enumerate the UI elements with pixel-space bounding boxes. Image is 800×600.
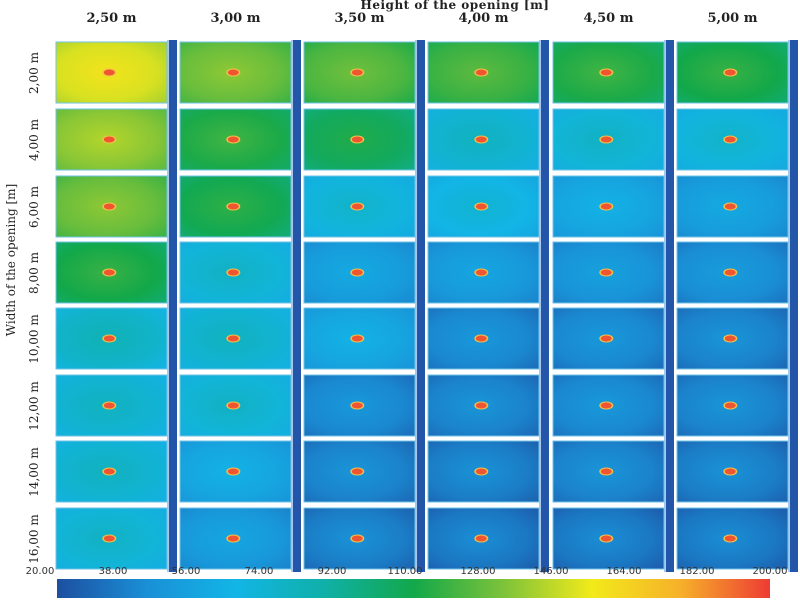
hotspot bbox=[103, 535, 115, 542]
hotspot bbox=[351, 535, 363, 542]
hotspot bbox=[475, 203, 487, 210]
hotspot bbox=[351, 402, 363, 409]
hotspot bbox=[600, 335, 612, 342]
colorbar-gradient bbox=[57, 579, 770, 598]
hotspot bbox=[103, 335, 115, 342]
hotspot bbox=[724, 69, 736, 76]
hotspot bbox=[103, 269, 115, 276]
hotspot bbox=[351, 203, 363, 210]
colorbar-tick-label: 92.00 bbox=[317, 566, 347, 577]
wall-edge bbox=[539, 40, 541, 572]
column-label: 3,00 m bbox=[210, 11, 261, 26]
colorbar bbox=[57, 579, 770, 598]
wall-edge bbox=[788, 40, 790, 572]
hotspot bbox=[724, 269, 736, 276]
column-label: 2,50 m bbox=[86, 11, 137, 26]
hotspot bbox=[227, 136, 239, 143]
colorbar-tick-label: 110.00 bbox=[387, 566, 423, 577]
hotspot bbox=[227, 203, 239, 210]
colorbar-tick-label: 182.00 bbox=[679, 566, 715, 577]
hotspot bbox=[600, 535, 612, 542]
hotspot bbox=[227, 269, 239, 276]
heatmap-cell bbox=[552, 175, 665, 238]
wall-bar bbox=[541, 40, 549, 572]
colorbar-tick-label: 38.00 bbox=[98, 566, 128, 577]
colorbar-tick-label: 200.00 bbox=[752, 566, 788, 577]
colorbar-tick-label: 164.00 bbox=[606, 566, 642, 577]
colorbar-tick-label: 56.00 bbox=[171, 566, 201, 577]
heatmap-grid bbox=[55, 40, 798, 572]
hotspot bbox=[600, 136, 612, 143]
hotspot bbox=[600, 69, 612, 76]
colorbar-tick-label: 146.00 bbox=[533, 566, 569, 577]
hotspot bbox=[600, 269, 612, 276]
wall-edge bbox=[415, 40, 417, 572]
hotspot bbox=[724, 535, 736, 542]
hotspot bbox=[103, 69, 115, 76]
hotspot bbox=[475, 468, 487, 475]
hotspot bbox=[600, 468, 612, 475]
wall-edge bbox=[664, 40, 666, 572]
wall-edge bbox=[167, 40, 169, 572]
hotspot bbox=[724, 468, 736, 475]
wall-bar bbox=[293, 40, 301, 572]
hotspot bbox=[475, 335, 487, 342]
wall-bar bbox=[169, 40, 177, 572]
colorbar-tick-label: 128.00 bbox=[460, 566, 496, 577]
hotspot bbox=[475, 136, 487, 143]
wall-bar bbox=[417, 40, 425, 572]
hotspot bbox=[600, 203, 612, 210]
heatmap-cell bbox=[303, 241, 416, 304]
hotspot bbox=[227, 335, 239, 342]
hotspot bbox=[475, 535, 487, 542]
hotspot bbox=[103, 468, 115, 475]
hotspot bbox=[103, 136, 115, 143]
hotspot bbox=[475, 269, 487, 276]
hotspot bbox=[351, 136, 363, 143]
wall-bar bbox=[790, 40, 798, 572]
hotspot bbox=[475, 69, 487, 76]
hotspot bbox=[724, 203, 736, 210]
hotspot bbox=[351, 335, 363, 342]
column-label: 5,00 m bbox=[707, 11, 758, 26]
x-axis-title: Height of the opening [m] bbox=[360, 0, 550, 12]
hotspot bbox=[475, 402, 487, 409]
hotspot bbox=[227, 402, 239, 409]
hotspot bbox=[103, 402, 115, 409]
hotspot bbox=[351, 468, 363, 475]
hotspot bbox=[724, 136, 736, 143]
column-label: 3,50 m bbox=[334, 11, 385, 26]
column-label: 4,50 m bbox=[583, 11, 634, 26]
hotspot bbox=[227, 69, 239, 76]
column-label: 4,00 m bbox=[458, 11, 509, 26]
colorbar-tick-label: 20.00 bbox=[25, 566, 55, 577]
wall-edge bbox=[291, 40, 293, 572]
hotspot bbox=[600, 402, 612, 409]
hotspot bbox=[724, 335, 736, 342]
hotspot bbox=[351, 269, 363, 276]
hotspot bbox=[227, 535, 239, 542]
wall-bar bbox=[666, 40, 674, 572]
hotspot bbox=[724, 402, 736, 409]
hotspot bbox=[227, 468, 239, 475]
hotspot bbox=[351, 69, 363, 76]
hotspot bbox=[103, 203, 115, 210]
colorbar-tick-label: 74.00 bbox=[244, 566, 274, 577]
